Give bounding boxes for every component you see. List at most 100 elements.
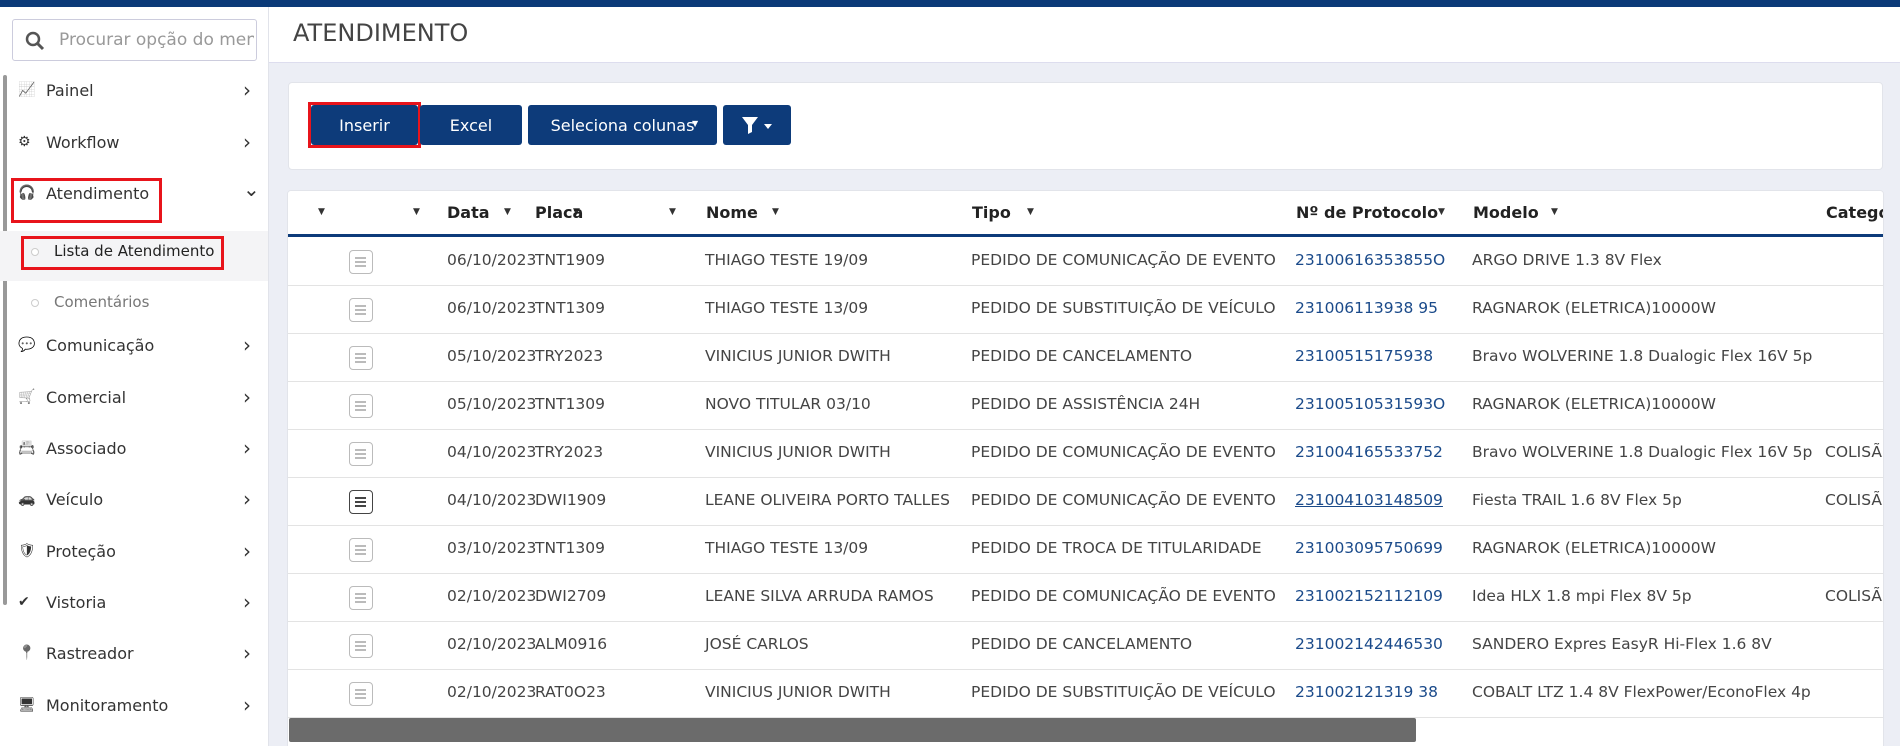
table-cell: PEDIDO DE CANCELAMENTO bbox=[971, 347, 1193, 365]
menu-item[interactable]: ✔ Vistoria › bbox=[0, 582, 268, 626]
table-cell: RAGNAROK (ELETRICA)10000W bbox=[1472, 299, 1716, 317]
menu-label: Veículo bbox=[46, 490, 104, 509]
row-icon[interactable] bbox=[349, 682, 373, 706]
row-icon-lines bbox=[355, 353, 366, 363]
menu-item[interactable]: 🛡 Proteção › bbox=[0, 531, 268, 575]
menu-item[interactable]: 📇 Associado › bbox=[0, 428, 268, 472]
table-cell: 02/10/2023 bbox=[447, 587, 537, 605]
menu-label: Comunicação bbox=[46, 336, 155, 355]
menu-item[interactable]: 🛒 Comercial › bbox=[0, 377, 268, 421]
protocol-link[interactable]: 23100515175938 bbox=[1295, 347, 1434, 365]
sort-caret: ▼ bbox=[1438, 207, 1445, 217]
table-cell: PEDIDO DE ASSISTÊNCIA 24H bbox=[971, 395, 1201, 413]
protocol-link[interactable]: 231002152112109 bbox=[1295, 587, 1443, 605]
column-header[interactable]: Placa bbox=[535, 203, 584, 222]
menu-chevron: › bbox=[243, 641, 251, 665]
table-cell: COLISÃ bbox=[1825, 443, 1882, 461]
protocol-link[interactable]: 231002142446530 bbox=[1295, 635, 1443, 653]
protocol-link[interactable]: 231004103148509 bbox=[1295, 491, 1443, 509]
row-icon[interactable] bbox=[349, 490, 373, 514]
table-cell: THIAGO TESTE 19/09 bbox=[705, 251, 869, 269]
column-header[interactable]: Nome bbox=[706, 203, 758, 222]
protocol-link[interactable]: 231002121319 38 bbox=[1295, 683, 1438, 701]
toolbar-button[interactable]: Seleciona colunas bbox=[528, 105, 717, 145]
table-cell: PEDIDO DE COMUNICAÇÃO DE EVENTO bbox=[971, 443, 1276, 461]
menu-chevron: ⌄ bbox=[243, 177, 260, 201]
table-cell: COBALT LTZ 1.4 8V FlexPower/EconoFlex 4p bbox=[1472, 683, 1811, 701]
menu-chevron: › bbox=[243, 385, 251, 409]
row-icon[interactable] bbox=[349, 250, 373, 274]
row-icon-lines bbox=[355, 593, 366, 603]
table-cell: 06/10/2023 bbox=[447, 299, 537, 317]
table-cell: VINICIUS JUNIOR DWITH bbox=[705, 347, 891, 365]
table-cell: PEDIDO DE COMUNICAÇÃO DE EVENTO bbox=[971, 587, 1276, 605]
menu-label: Rastreador bbox=[46, 644, 134, 663]
protocol-link[interactable]: 231004165533752 bbox=[1295, 443, 1443, 461]
table-header: ▼ ▼ ▼ ▼ ▼ ▼ ▼ ▼ ▼ Data Placa Nome Tipo Nº de Protocol… bbox=[288, 191, 1883, 237]
table-cell: ARGO DRIVE 1.3 8V Flex bbox=[1472, 251, 1662, 269]
column-header[interactable]: Modelo bbox=[1473, 203, 1539, 222]
sort-caret: ▼ bbox=[413, 207, 420, 217]
row-icon[interactable] bbox=[349, 634, 373, 658]
sort-caret: ▼ bbox=[318, 207, 325, 217]
submenu-dot bbox=[31, 248, 39, 256]
row-icon[interactable] bbox=[349, 298, 373, 322]
menu-icon: ✔ bbox=[18, 594, 30, 610]
table-row: 05/10/2023 TNT1309 NOVO TITULAR 03/10 PEDID… bbox=[288, 382, 1883, 430]
highlight-box bbox=[308, 102, 421, 148]
protocol-link[interactable]: 231003095750699 bbox=[1295, 539, 1443, 557]
highlight-box bbox=[21, 236, 224, 270]
column-header[interactable]: Tipo bbox=[972, 203, 1011, 222]
menu-item[interactable]: 🖥 Monitoramento › bbox=[0, 685, 268, 729]
row-icon[interactable] bbox=[349, 538, 373, 562]
protocol-link[interactable]: 23100510531593O bbox=[1295, 395, 1446, 413]
table-row: 04/10/2023 TRY2023 VINICIUS JUNIOR DWITH PE… bbox=[288, 430, 1883, 478]
sort-caret: ▼ bbox=[669, 207, 676, 217]
table-cell: THIAGO TESTE 13/09 bbox=[705, 539, 869, 557]
row-icon[interactable] bbox=[349, 442, 373, 466]
menu-item[interactable]: ⚙ Workflow › bbox=[0, 122, 268, 166]
menu-item[interactable]: 📍 Rastreador › bbox=[0, 633, 268, 677]
filter-button[interactable] bbox=[723, 105, 791, 145]
table-cell: LEANE SILVA ARRUDA RAMOS bbox=[705, 587, 934, 605]
table-cell: DWI1909 bbox=[535, 491, 607, 509]
table-cell: PEDIDO DE SUBSTITUIÇÃO DE VEÍCULO bbox=[971, 299, 1276, 317]
table-cell: Idea HLX 1.8 mpi Flex 8V 5p bbox=[1472, 587, 1692, 605]
table-cell: PEDIDO DE TROCA DE TITULARIDADE bbox=[971, 539, 1262, 557]
submenu-item[interactable]: Comentários bbox=[0, 281, 268, 325]
menu-icon: ⚙ bbox=[18, 134, 31, 150]
menu-item[interactable]: 💬 Comunicação › bbox=[0, 325, 268, 369]
submenu-label: Comentários bbox=[54, 293, 150, 311]
table-row: 04/10/2023 DWI1909 LEANE OLIVEIRA PORTO TA… bbox=[288, 478, 1883, 526]
menu-item[interactable]: 🎧 Atendimento ⌄ bbox=[0, 173, 268, 217]
column-header[interactable]: Categor bbox=[1826, 203, 1883, 222]
protocol-link[interactable]: 231006113938 95 bbox=[1295, 299, 1438, 317]
menu-item[interactable]: 🚗 Veículo › bbox=[0, 479, 268, 523]
table-cell: Bravo WOLVERINE 1.8 Dualogic Flex 16V 5p bbox=[1472, 443, 1813, 461]
table-cell: 03/10/2023 bbox=[447, 539, 537, 557]
menu-label: Workflow bbox=[46, 133, 120, 152]
toolbar-button[interactable]: Excel bbox=[420, 105, 522, 145]
row-icon[interactable] bbox=[349, 586, 373, 610]
menu-chevron: › bbox=[243, 539, 251, 563]
sort-caret: ▼ bbox=[1027, 207, 1034, 217]
menu-icon: 💬 bbox=[18, 337, 36, 353]
column-header[interactable]: Nº de Protocolo bbox=[1296, 203, 1439, 222]
table-cell: ALM0916 bbox=[535, 635, 608, 653]
submenu-item[interactable]: Lista de Atendimento bbox=[0, 230, 268, 274]
menu-chevron: › bbox=[243, 333, 251, 357]
menu-label: Painel bbox=[46, 81, 94, 100]
toolbar-button[interactable]: Inserir bbox=[311, 105, 418, 145]
protocol-link[interactable]: 23100616353855O bbox=[1295, 251, 1446, 269]
menu-icon: 🛡 bbox=[18, 543, 36, 559]
menu-chevron: › bbox=[243, 78, 251, 102]
row-icon[interactable] bbox=[349, 394, 373, 418]
column-header[interactable]: Data bbox=[447, 203, 490, 222]
menu-icon: 🎧 bbox=[18, 185, 36, 201]
row-icon[interactable] bbox=[349, 346, 373, 370]
table-cell: COLISÃ bbox=[1825, 587, 1882, 605]
menu-item[interactable]: 📈 Painel › bbox=[0, 70, 268, 114]
search-box[interactable]: Procurar opção do menu bbox=[12, 19, 257, 61]
menu-icon: 📇 bbox=[18, 440, 36, 456]
